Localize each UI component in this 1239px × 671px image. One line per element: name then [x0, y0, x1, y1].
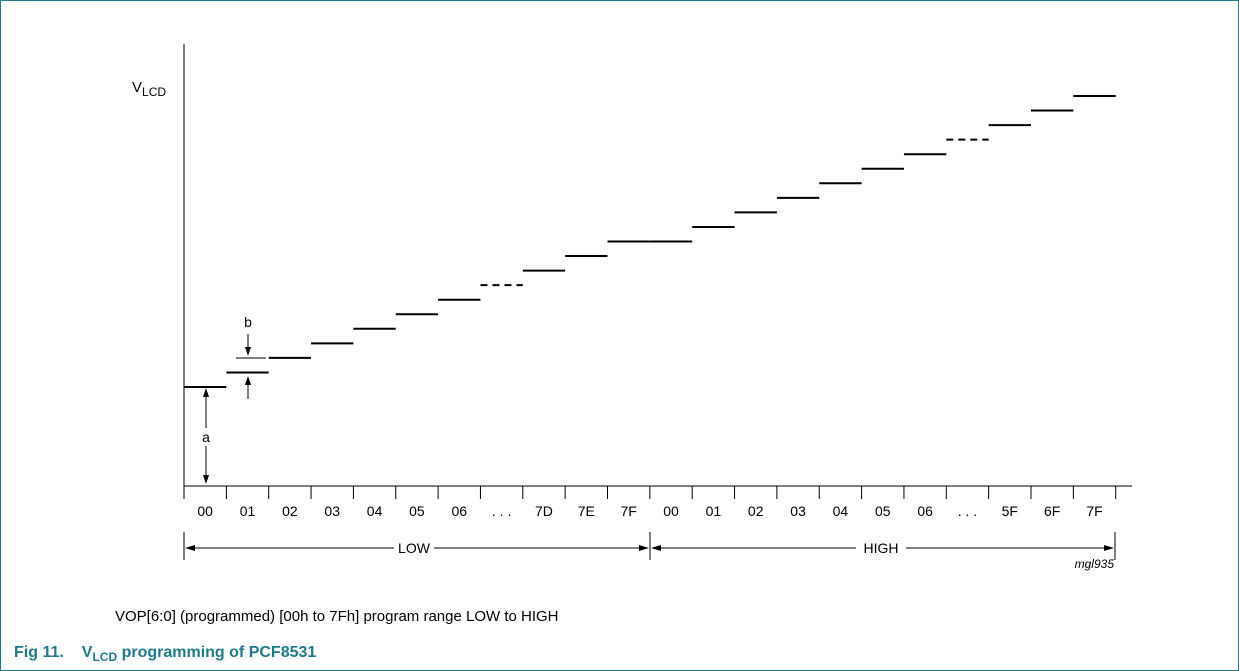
x-tick-label: 6F	[1044, 503, 1060, 519]
range-low-label: LOW	[398, 540, 431, 556]
arrow-a-head-up	[203, 388, 209, 397]
x-tick-label: 00	[197, 503, 213, 519]
caption-v: V	[82, 644, 93, 661]
x-tick-label: 01	[240, 503, 256, 519]
x-tick-label: 04	[367, 503, 383, 519]
x-tick-label: 06	[451, 503, 467, 519]
x-tick-label: 00	[663, 503, 679, 519]
x-ticks: 00 01 02 03 04 05 06 . . . 7D 7E 7F 00 01 02 03 04 05 06.…	[183, 486, 1117, 519]
x-tick-label: 7D	[535, 503, 553, 519]
caption-rest: programming of PCF8531	[117, 644, 316, 661]
range-low-label-bg	[394, 540, 434, 556]
x-tick-label: . . .	[958, 503, 977, 519]
x-tick-label: 5F	[1002, 503, 1018, 519]
range-high-label: HIGH	[864, 540, 899, 556]
figure-caption: Fig 11. VLCD programming of PCF8531	[14, 644, 316, 664]
caption-prefix: Fig 11.	[14, 644, 64, 661]
arrow-b-head-bottom	[245, 376, 251, 385]
y-axis-label: VLCD	[132, 79, 166, 99]
x-tick-label: 03	[790, 503, 806, 519]
range-high-arrow-right	[1104, 545, 1114, 551]
x-tick-label: 7E	[578, 503, 595, 519]
x-tick-label: 05	[409, 503, 425, 519]
range-low-arrow-left	[185, 545, 195, 551]
figure-note: VOP[6:0] (programmed) [00h to 7Fh] progr…	[115, 608, 559, 625]
arrow-a-head-down	[203, 475, 209, 484]
y-axis-label-v: V	[132, 79, 142, 96]
arrow-b-head-top	[245, 347, 251, 356]
x-tick-label: 03	[324, 503, 340, 519]
voltage-steps	[184, 95, 1116, 388]
x-tick-label: 7F	[621, 503, 637, 519]
arrow-b-label: b	[244, 314, 252, 330]
arrow-a-label: a	[202, 429, 210, 445]
x-tick-label: 02	[748, 503, 764, 519]
arrow-a-label-bg	[199, 428, 213, 446]
x-tick-label: 02	[282, 503, 298, 519]
range-high-label-bg	[856, 540, 906, 556]
x-tick-label: 05	[875, 503, 891, 519]
x-tick-label: . . .	[492, 503, 511, 519]
x-tick-label: 01	[706, 503, 722, 519]
x-tick-label: 04	[833, 503, 849, 519]
caption-sub: LCD	[92, 650, 117, 664]
range-low-arrow-right	[639, 545, 649, 551]
y-axis-label-sub: LCD	[142, 85, 166, 99]
x-tick-label: 7F	[1086, 503, 1102, 519]
range-high-arrow-left	[651, 545, 661, 551]
figure-code: mgl935	[1075, 557, 1115, 571]
x-tick-label: 06	[917, 503, 933, 519]
